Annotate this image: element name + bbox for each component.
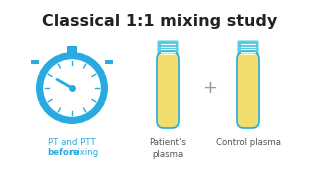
Bar bbox=[67, 46, 77, 53]
Bar bbox=[105, 60, 113, 64]
Text: before: before bbox=[47, 148, 79, 157]
Text: mixing: mixing bbox=[69, 148, 99, 157]
FancyBboxPatch shape bbox=[157, 52, 179, 128]
Circle shape bbox=[36, 52, 108, 124]
Text: +: + bbox=[203, 79, 218, 97]
Text: Classical 1:1 mixing study: Classical 1:1 mixing study bbox=[42, 14, 278, 29]
Text: PT and PTT: PT and PTT bbox=[48, 138, 96, 147]
FancyBboxPatch shape bbox=[157, 40, 179, 57]
Text: Control plasma: Control plasma bbox=[215, 138, 281, 147]
FancyBboxPatch shape bbox=[237, 40, 259, 57]
Text: Patient's
plasma: Patient's plasma bbox=[149, 138, 187, 159]
Circle shape bbox=[43, 59, 101, 117]
Bar bbox=[31, 60, 39, 64]
FancyBboxPatch shape bbox=[237, 52, 259, 128]
